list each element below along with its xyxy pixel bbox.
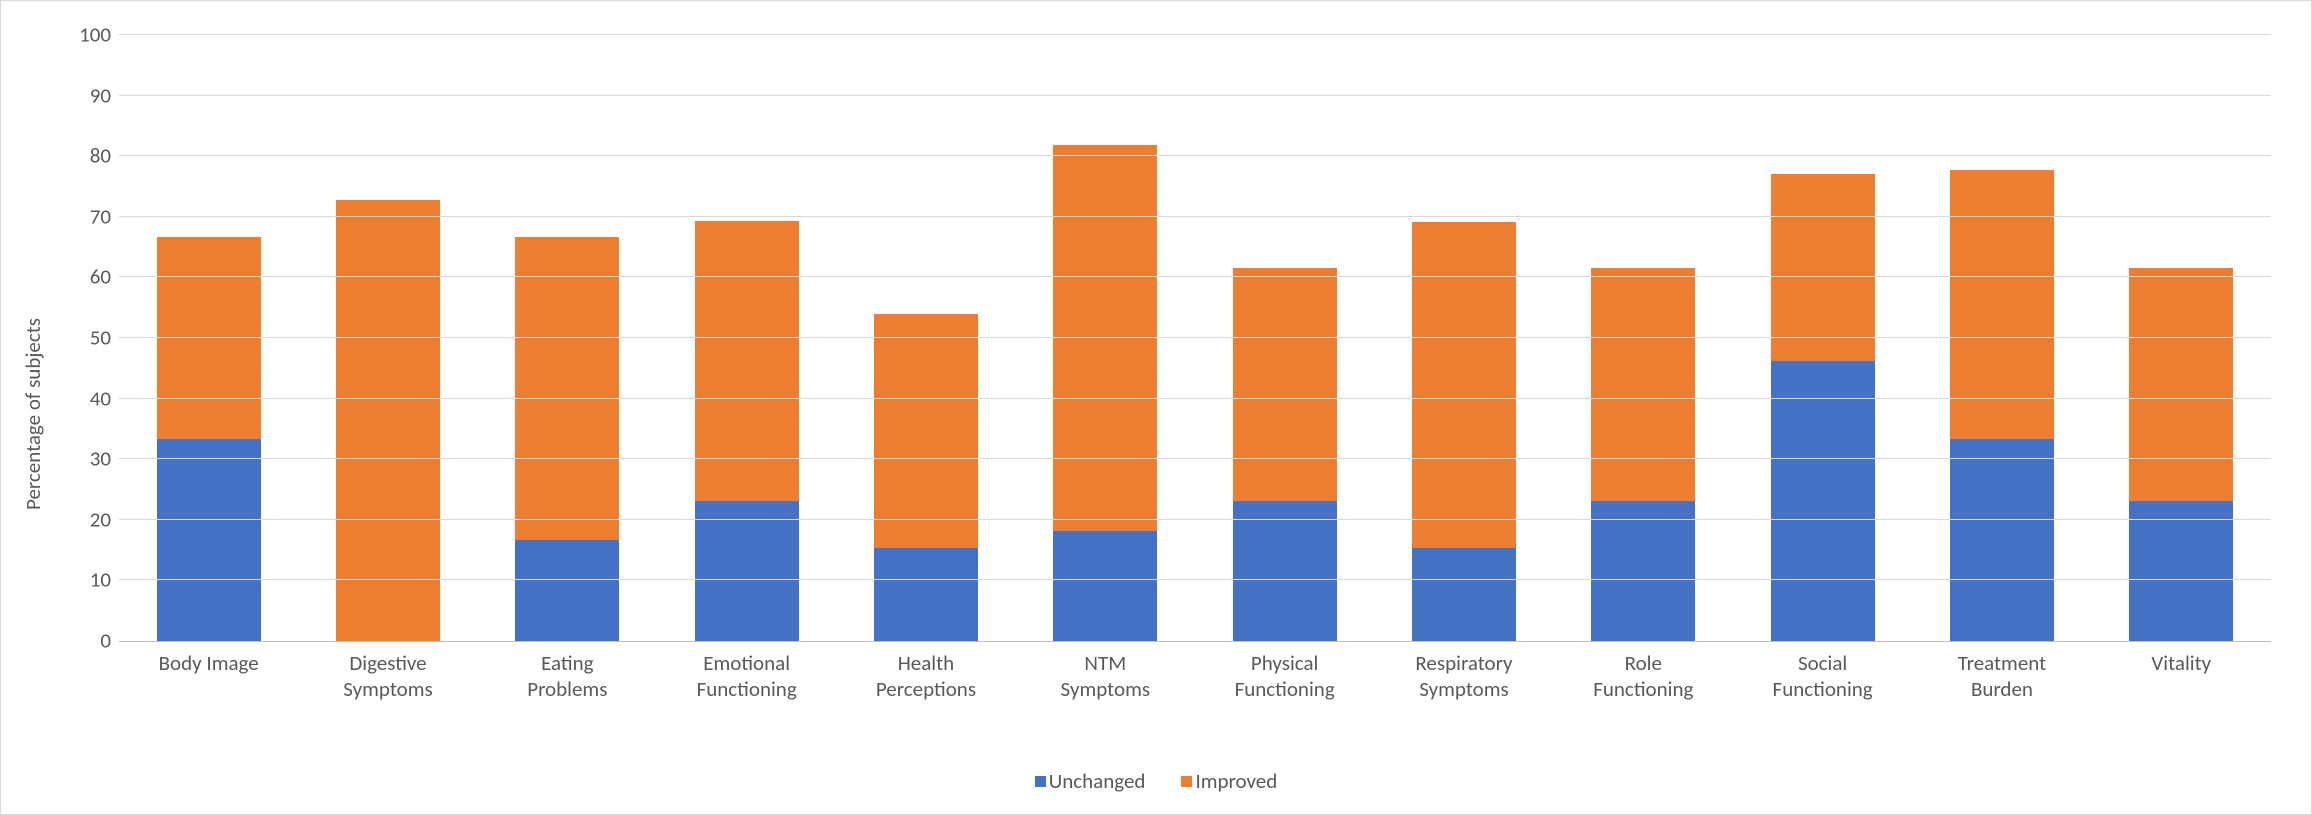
bar-segment-improved xyxy=(1053,145,1157,530)
bar-segment-unchanged xyxy=(1233,501,1337,641)
y-tick-label: 50 xyxy=(67,328,111,349)
stacked-bar xyxy=(157,35,261,641)
y-tick-label: 60 xyxy=(67,267,111,288)
stacked-bar xyxy=(1053,35,1157,641)
x-axis-labels: Body Image Digestive Symptoms Eating Probl… xyxy=(119,644,2271,714)
x-tick-label: Health Perceptions xyxy=(876,644,976,703)
x-tick-label: NTM Symptoms xyxy=(1061,644,1151,703)
stacked-bar xyxy=(1591,35,1695,641)
bar-column xyxy=(298,35,477,641)
bar-segment-unchanged xyxy=(1053,531,1157,641)
bar-segment-unchanged xyxy=(1591,501,1695,641)
stacked-bar xyxy=(1412,35,1516,641)
y-tick-label: 30 xyxy=(67,449,111,470)
bar-column xyxy=(1733,35,1912,641)
x-label-slot: Treatment Burden xyxy=(1912,644,2091,714)
bar-segment-unchanged xyxy=(515,540,619,641)
stacked-bar xyxy=(1771,35,1875,641)
x-tick-label: Role Functioning xyxy=(1593,644,1693,703)
bar-column xyxy=(836,35,1015,641)
chart-frame: Percentage of subjects 01020304050607080… xyxy=(0,0,2312,815)
x-tick-label: Vitality xyxy=(2151,644,2211,676)
legend-swatch xyxy=(1181,776,1192,787)
bar-segment-unchanged xyxy=(1771,361,1875,641)
bar-column xyxy=(657,35,836,641)
plot-area: 0102030405060708090100 xyxy=(119,35,2271,642)
bar-segment-unchanged xyxy=(2129,501,2233,641)
bar-column xyxy=(2092,35,2271,641)
bar-column xyxy=(1374,35,1553,641)
y-tick-label: 10 xyxy=(67,570,111,591)
stacked-bar xyxy=(515,35,619,641)
stacked-bar xyxy=(695,35,799,641)
chart-body: Percentage of subjects 01020304050607080… xyxy=(31,25,2281,802)
x-label-slot: Body Image xyxy=(119,644,298,714)
bar-segment-improved xyxy=(1771,174,1875,361)
bar-segment-improved xyxy=(1591,268,1695,501)
x-tick-label: Eating Problems xyxy=(527,644,607,703)
legend-item-improved: Improved xyxy=(1181,768,1277,794)
bar-column xyxy=(1554,35,1733,641)
bar-segment-unchanged xyxy=(1412,548,1516,641)
x-label-slot: Eating Problems xyxy=(478,644,657,714)
x-label-slot: Emotional Functioning xyxy=(657,644,836,714)
x-label-slot: Vitality xyxy=(2092,644,2271,714)
x-tick-label: Body Image xyxy=(159,644,259,676)
bar-segment-unchanged xyxy=(695,501,799,641)
y-axis-title: Percentage of subjects xyxy=(20,318,46,510)
x-tick-label: Digestive Symptoms xyxy=(343,644,433,703)
legend-label: Unchanged xyxy=(1049,768,1146,794)
bar-column xyxy=(1912,35,2091,641)
bar-segment-unchanged xyxy=(874,548,978,641)
x-tick-label: Respiratory Symptoms xyxy=(1415,644,1512,703)
y-tick-label: 70 xyxy=(67,206,111,227)
x-label-slot: Digestive Symptoms xyxy=(298,644,477,714)
bar-segment-improved xyxy=(1412,222,1516,548)
x-label-slot: Social Functioning xyxy=(1733,644,1912,714)
stacked-bar xyxy=(874,35,978,641)
x-label-slot: Physical Functioning xyxy=(1195,644,1374,714)
x-label-slot: NTM Symptoms xyxy=(1016,644,1195,714)
legend: Unchanged Improved xyxy=(31,768,2281,794)
legend-label: Improved xyxy=(1195,768,1277,794)
bar-segment-improved xyxy=(2129,268,2233,501)
y-tick-label: 100 xyxy=(67,25,111,46)
bar-segment-unchanged xyxy=(1950,439,2054,641)
x-tick-label: Social Functioning xyxy=(1773,644,1873,703)
stacked-bar xyxy=(1233,35,1337,641)
x-tick-label: Emotional Functioning xyxy=(697,644,797,703)
bar-segment-improved xyxy=(515,237,619,540)
stacked-bar xyxy=(2129,35,2233,641)
bar-column xyxy=(1016,35,1195,641)
bar-segment-improved xyxy=(157,237,261,439)
y-tick-label: 0 xyxy=(67,631,111,652)
x-label-slot: Respiratory Symptoms xyxy=(1374,644,1553,714)
bar-columns xyxy=(119,35,2271,641)
legend-swatch xyxy=(1035,776,1046,787)
stacked-bar xyxy=(1950,35,2054,641)
bar-column xyxy=(119,35,298,641)
bar-segment-improved xyxy=(1233,268,1337,501)
bar-column xyxy=(478,35,657,641)
y-tick-label: 20 xyxy=(67,509,111,530)
bar-segment-improved xyxy=(695,221,799,501)
bar-segment-improved xyxy=(874,314,978,547)
legend-item-unchanged: Unchanged xyxy=(1035,768,1146,794)
bar-segment-improved xyxy=(336,200,440,641)
x-tick-label: Physical Functioning xyxy=(1235,644,1335,703)
bar-column xyxy=(1195,35,1374,641)
y-tick-label: 40 xyxy=(67,388,111,409)
y-tick-label: 80 xyxy=(67,146,111,167)
bar-segment-unchanged xyxy=(157,439,261,641)
x-tick-label: Treatment Burden xyxy=(1958,644,2046,703)
y-tick-label: 90 xyxy=(67,85,111,106)
x-label-slot: Role Functioning xyxy=(1554,644,1733,714)
stacked-bar xyxy=(336,35,440,641)
bar-segment-improved xyxy=(1950,170,2054,439)
x-label-slot: Health Perceptions xyxy=(836,644,1015,714)
